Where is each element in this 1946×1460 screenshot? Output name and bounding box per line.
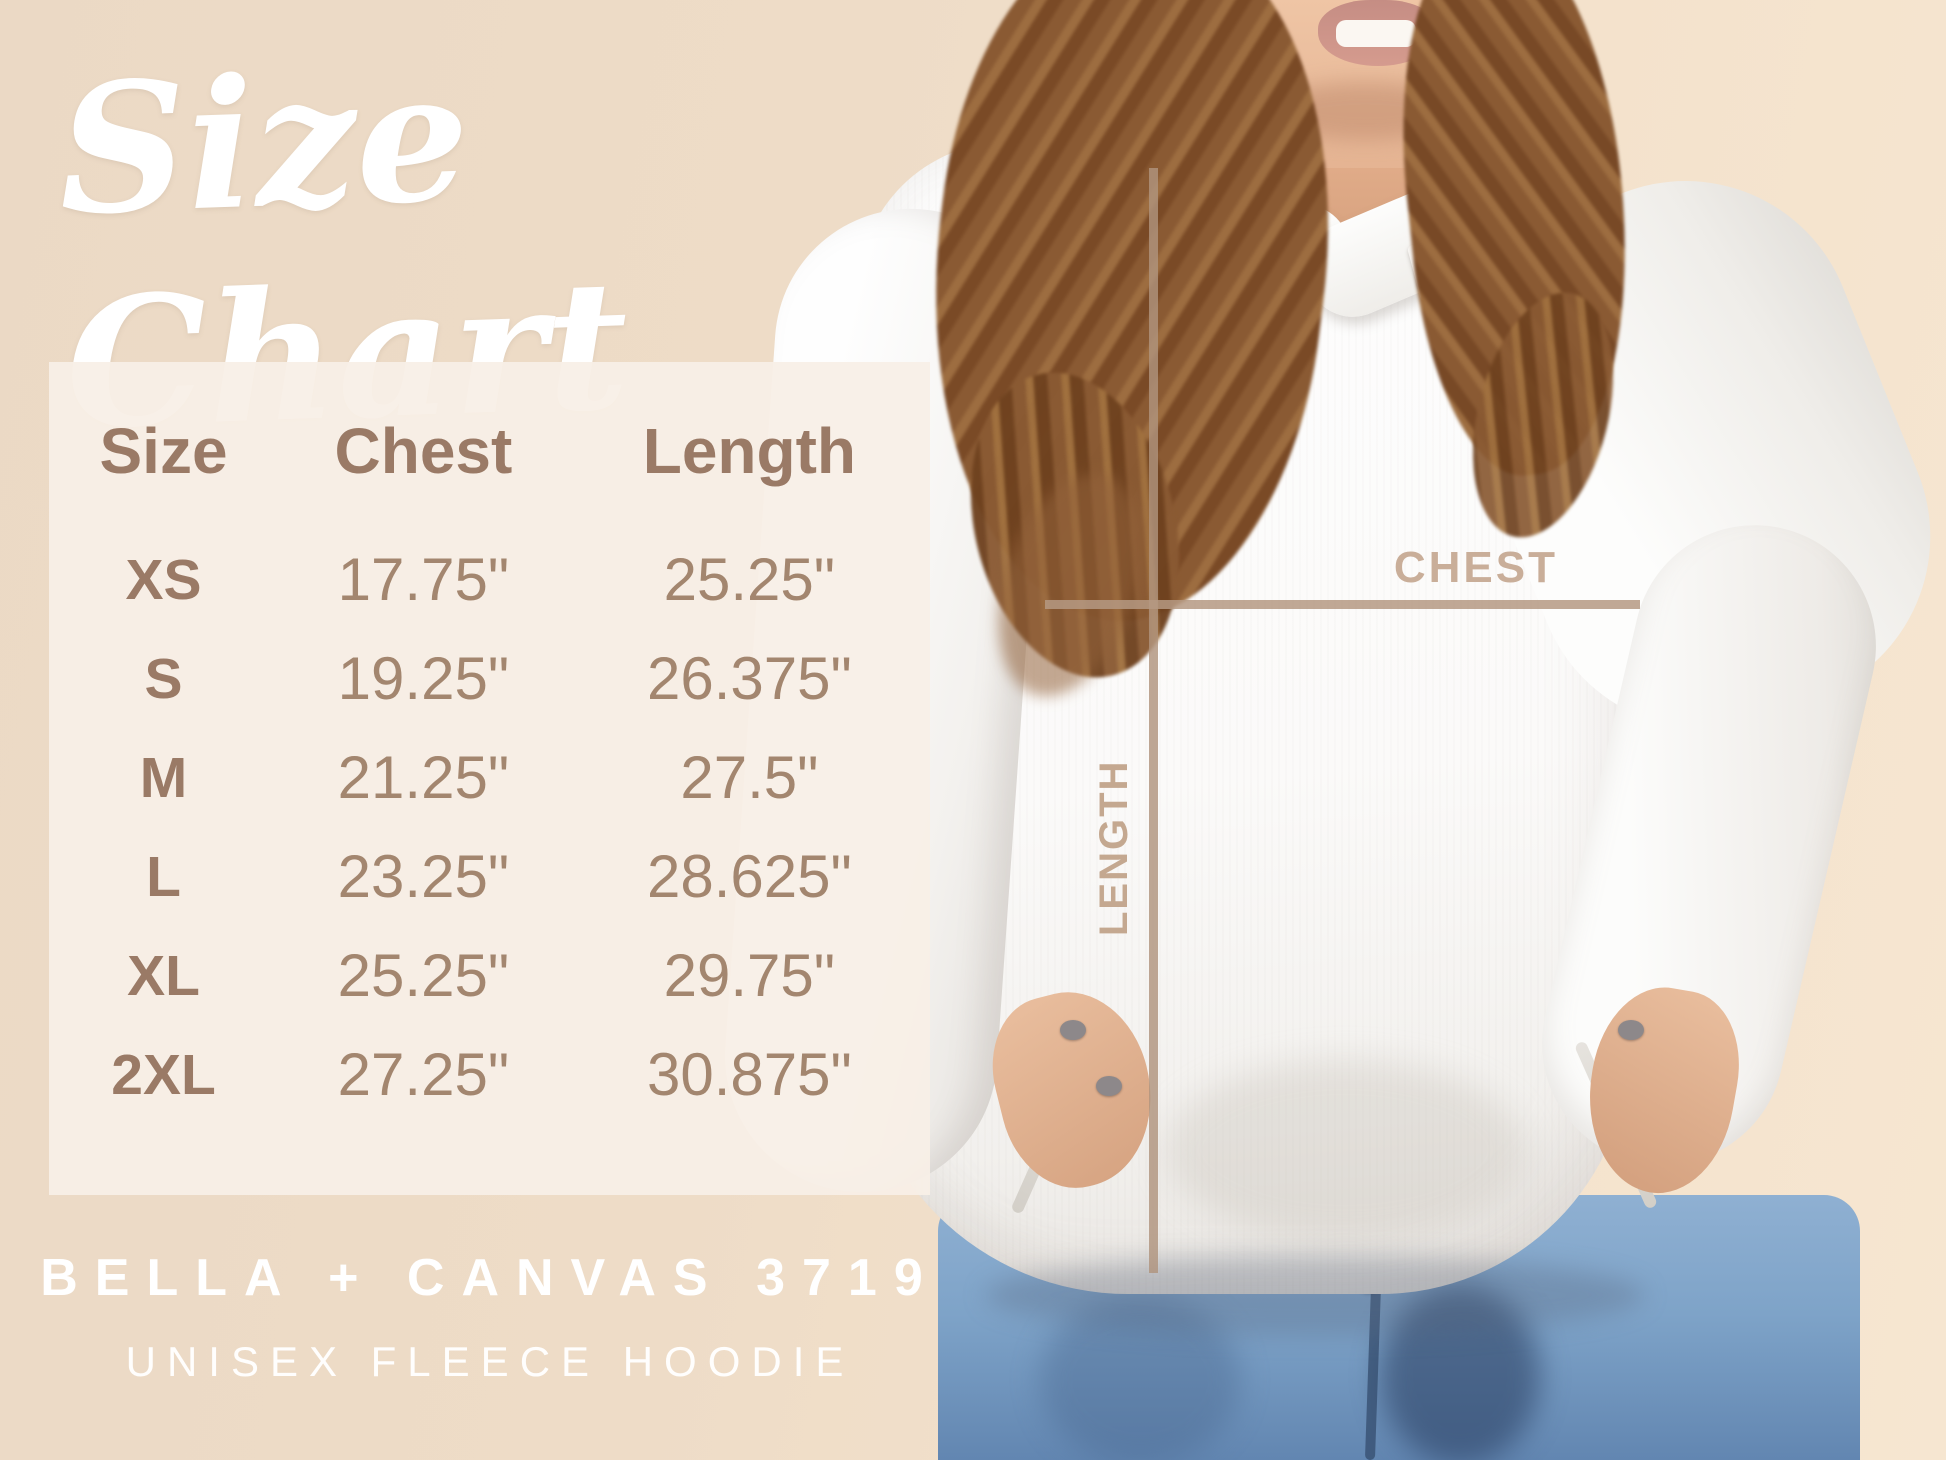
column-header-size: Size — [99, 415, 228, 487]
product-subtitle: UNISEX FLEECE HOODIE — [125, 1338, 855, 1385]
chest-cell: 23.25" — [337, 843, 510, 910]
chest-cell: 25.25" — [337, 942, 510, 1009]
pocket-shadow — [1165, 1060, 1525, 1240]
jeans-center-shadow — [1380, 1285, 1540, 1460]
size-table-panel: Size Chest Length XS 17.75" 25.25" S 19.… — [49, 362, 930, 1195]
column-header-chest: Chest — [334, 415, 513, 487]
table-row: 2XL 27.25" 30.875" — [49, 1025, 930, 1124]
length-measure-line — [1149, 168, 1158, 1273]
length-label: LENGTH — [1092, 759, 1136, 936]
hem-shadow — [985, 1255, 1645, 1335]
length-cell: 29.75" — [663, 942, 836, 1009]
size-cell: XS — [125, 547, 202, 612]
jeans-fold-shadow — [1040, 1295, 1240, 1460]
table-row: S 19.25" 26.375" — [49, 629, 930, 728]
size-cell: 2XL — [111, 1042, 216, 1107]
length-cell: 30.875" — [646, 1041, 852, 1108]
table-body: XS 17.75" 25.25" S 19.25" 26.375" M 21.2… — [49, 530, 930, 1124]
table-row: XL 25.25" 29.75" — [49, 926, 930, 1025]
size-cell: M — [139, 745, 188, 810]
fingernail — [1060, 1020, 1086, 1040]
size-cell: S — [144, 646, 183, 711]
chest-cell: 21.25" — [337, 744, 510, 811]
table-row: M 21.25" 27.5" — [49, 728, 930, 827]
chest-cell: 27.25" — [337, 1041, 510, 1108]
fingernail — [1618, 1020, 1644, 1040]
table-header-row: Size Chest Length — [49, 414, 930, 488]
product-info: BELLA + CANVAS 3719 UNISEX FLEECE HOODIE — [40, 1248, 940, 1386]
column-header-length: Length — [642, 415, 856, 487]
table-row: XS 17.75" 25.25" — [49, 530, 930, 629]
product-name: BELLA + CANVAS 3719 — [40, 1249, 940, 1307]
table-row: L 23.25" 28.625" — [49, 827, 930, 926]
length-cell: 26.375" — [646, 645, 852, 712]
chest-measure-line — [1045, 600, 1640, 609]
chest-cell: 19.25" — [337, 645, 510, 712]
length-cell: 28.625" — [646, 843, 852, 910]
teeth — [1336, 20, 1416, 47]
chest-cell: 17.75" — [337, 546, 510, 613]
fingernail — [1096, 1076, 1122, 1096]
size-cell: L — [146, 844, 181, 909]
size-cell: XL — [127, 943, 200, 1008]
length-cell: 27.5" — [680, 744, 819, 811]
chest-label: CHEST — [1393, 543, 1558, 592]
length-cell: 25.25" — [663, 546, 836, 613]
